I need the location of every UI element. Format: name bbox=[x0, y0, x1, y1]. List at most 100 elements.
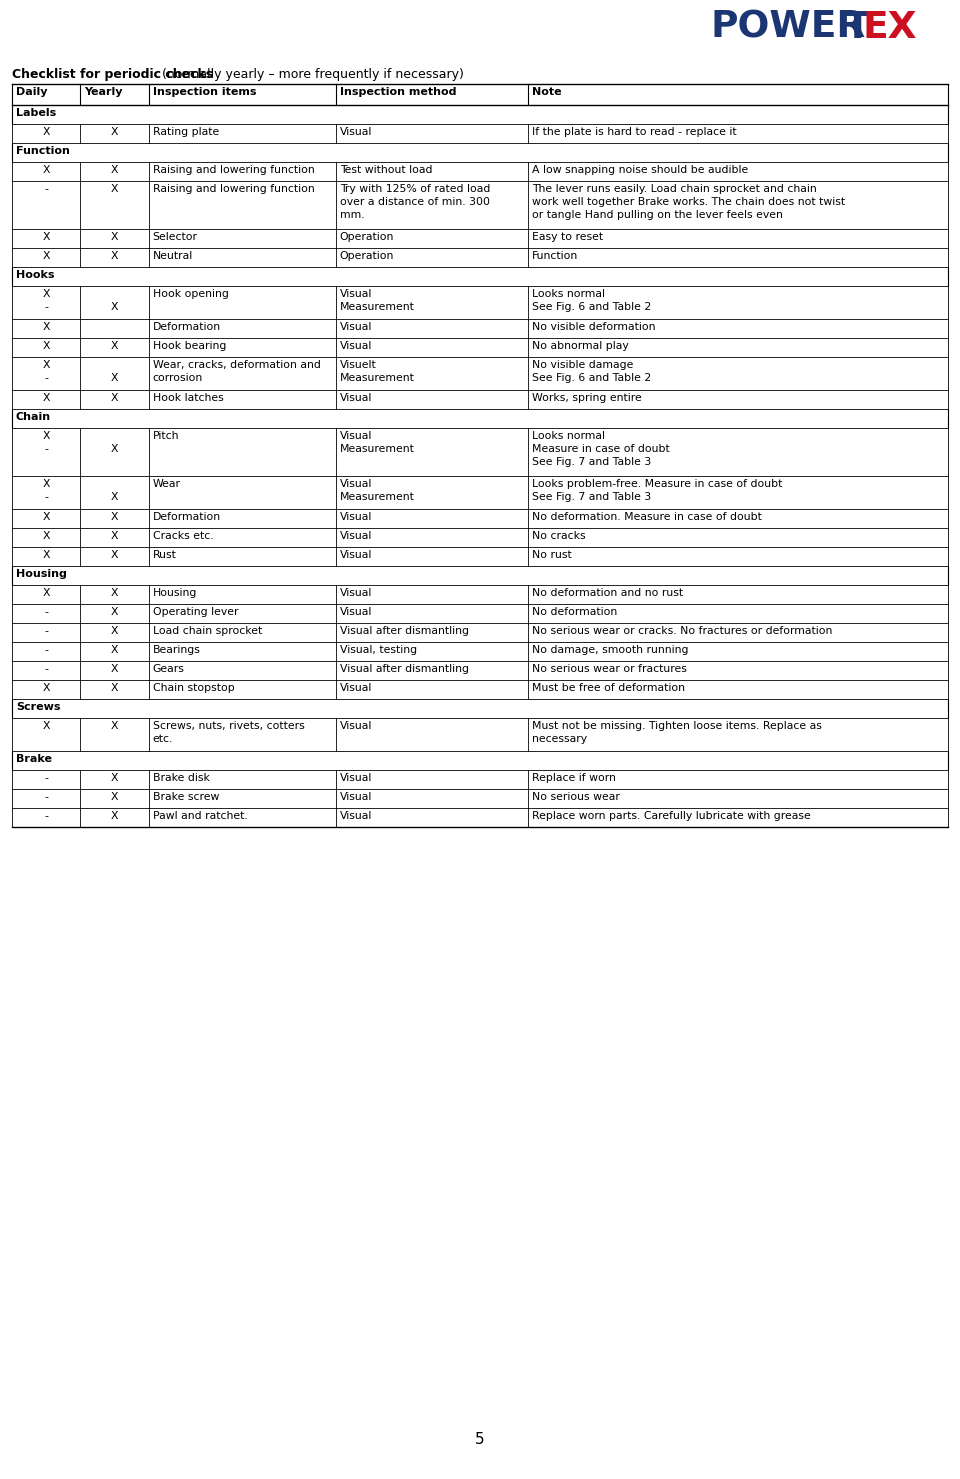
Text: Visual
Measurement: Visual Measurement bbox=[340, 288, 415, 312]
Text: X: X bbox=[42, 550, 50, 561]
Text: Visual: Visual bbox=[340, 589, 372, 598]
Text: X: X bbox=[110, 479, 118, 501]
Text: Wear, cracks, deformation and
corrosion: Wear, cracks, deformation and corrosion bbox=[153, 359, 321, 383]
Text: Function: Function bbox=[16, 146, 70, 155]
Text: If the plate is hard to read - replace it: If the plate is hard to read - replace i… bbox=[532, 127, 736, 138]
Text: X: X bbox=[42, 342, 50, 351]
Text: X: X bbox=[110, 232, 118, 243]
Text: Brake screw: Brake screw bbox=[153, 791, 219, 802]
Text: No serious wear: No serious wear bbox=[532, 791, 619, 802]
Text: Load chain sprocket: Load chain sprocket bbox=[153, 626, 262, 636]
Text: Brake: Brake bbox=[16, 754, 52, 765]
Text: -: - bbox=[44, 626, 48, 636]
Text: Works, spring entire: Works, spring entire bbox=[532, 393, 641, 402]
Text: Selector: Selector bbox=[153, 232, 198, 243]
Text: X: X bbox=[42, 393, 50, 402]
Text: -: - bbox=[44, 664, 48, 674]
Text: Must be free of deformation: Must be free of deformation bbox=[532, 683, 684, 694]
Text: Deformation: Deformation bbox=[153, 322, 221, 331]
Text: X: X bbox=[110, 606, 118, 617]
Text: Replace worn parts. Carefully lubricate with grease: Replace worn parts. Carefully lubricate … bbox=[532, 810, 810, 821]
Text: Wear: Wear bbox=[153, 479, 180, 490]
Text: X
-: X - bbox=[42, 288, 50, 312]
Text: Operation: Operation bbox=[340, 251, 395, 260]
Text: Hook opening: Hook opening bbox=[153, 288, 228, 299]
Text: Visual: Visual bbox=[340, 531, 372, 541]
Text: Looks normal
Measure in case of doubt
See Fig. 7 and Table 3: Looks normal Measure in case of doubt Se… bbox=[532, 430, 669, 466]
Text: X: X bbox=[110, 589, 118, 598]
Text: Visual: Visual bbox=[340, 683, 372, 694]
Text: X: X bbox=[110, 774, 118, 782]
Text: No deformation and no rust: No deformation and no rust bbox=[532, 589, 683, 598]
Text: Pitch: Pitch bbox=[153, 430, 180, 441]
Text: (normally yearly – more frequently if necessary): (normally yearly – more frequently if ne… bbox=[158, 68, 465, 81]
Text: Hooks: Hooks bbox=[16, 271, 55, 280]
Text: -: - bbox=[44, 791, 48, 802]
Text: X: X bbox=[110, 531, 118, 541]
Text: No visible damage
See Fig. 6 and Table 2: No visible damage See Fig. 6 and Table 2 bbox=[532, 359, 651, 383]
Text: Visual: Visual bbox=[340, 720, 372, 731]
Text: Deformation: Deformation bbox=[153, 512, 221, 522]
Text: X: X bbox=[110, 683, 118, 694]
Text: X: X bbox=[42, 589, 50, 598]
Text: Labels: Labels bbox=[16, 108, 57, 118]
Text: Raising and lowering function: Raising and lowering function bbox=[153, 183, 315, 194]
Text: Visual, testing: Visual, testing bbox=[340, 645, 417, 655]
Text: X: X bbox=[110, 810, 118, 821]
Text: No rust: No rust bbox=[532, 550, 571, 561]
Text: X
-: X - bbox=[42, 359, 50, 383]
Text: X: X bbox=[42, 166, 50, 175]
Text: 5: 5 bbox=[475, 1433, 485, 1448]
Text: X: X bbox=[110, 183, 118, 194]
Text: Visual after dismantling: Visual after dismantling bbox=[340, 664, 468, 674]
Text: No visible deformation: No visible deformation bbox=[532, 322, 656, 331]
Text: T: T bbox=[845, 10, 871, 46]
Text: X: X bbox=[42, 512, 50, 522]
Text: Visual: Visual bbox=[340, 606, 372, 617]
Text: No deformation. Measure in case of doubt: No deformation. Measure in case of doubt bbox=[532, 512, 761, 522]
Text: X: X bbox=[110, 393, 118, 402]
Text: Looks normal
See Fig. 6 and Table 2: Looks normal See Fig. 6 and Table 2 bbox=[532, 288, 651, 312]
Text: Function: Function bbox=[532, 251, 578, 260]
Text: X: X bbox=[110, 550, 118, 561]
Text: Visual: Visual bbox=[340, 342, 372, 351]
Text: Neutral: Neutral bbox=[153, 251, 193, 260]
Text: Operation: Operation bbox=[340, 232, 395, 243]
Text: -: - bbox=[44, 606, 48, 617]
Text: X: X bbox=[42, 232, 50, 243]
Text: X: X bbox=[42, 720, 50, 731]
Text: Inspection method: Inspection method bbox=[340, 87, 456, 98]
Text: Try with 125% of rated load
over a distance of min. 300
mm.: Try with 125% of rated load over a dista… bbox=[340, 183, 491, 219]
Text: Visual: Visual bbox=[340, 774, 372, 782]
Text: X
-: X - bbox=[42, 479, 50, 501]
Text: Housing: Housing bbox=[153, 589, 197, 598]
Text: Operating lever: Operating lever bbox=[153, 606, 238, 617]
Text: X
-: X - bbox=[42, 430, 50, 454]
Text: X: X bbox=[42, 531, 50, 541]
Text: X: X bbox=[110, 288, 118, 312]
Text: Rust: Rust bbox=[153, 550, 177, 561]
Text: Replace if worn: Replace if worn bbox=[532, 774, 615, 782]
Text: No cracks: No cracks bbox=[532, 531, 586, 541]
Text: X: X bbox=[110, 720, 118, 731]
Text: Visual: Visual bbox=[340, 512, 372, 522]
Text: X: X bbox=[110, 342, 118, 351]
Text: Yearly: Yearly bbox=[84, 87, 123, 98]
Text: A low snapping noise should be audible: A low snapping noise should be audible bbox=[532, 166, 748, 175]
Text: Housing: Housing bbox=[16, 569, 67, 578]
Text: -: - bbox=[44, 774, 48, 782]
Text: Looks problem-free. Measure in case of doubt
See Fig. 7 and Table 3: Looks problem-free. Measure in case of d… bbox=[532, 479, 782, 501]
Text: Test without load: Test without load bbox=[340, 166, 432, 175]
Text: X: X bbox=[42, 251, 50, 260]
Text: Daily: Daily bbox=[16, 87, 47, 98]
Text: Chain stopstop: Chain stopstop bbox=[153, 683, 234, 694]
Text: Visual
Measurement: Visual Measurement bbox=[340, 430, 415, 454]
Text: X: X bbox=[110, 664, 118, 674]
Text: Visual: Visual bbox=[340, 127, 372, 138]
Text: Visual: Visual bbox=[340, 550, 372, 561]
Text: Screws, nuts, rivets, cotters
etc.: Screws, nuts, rivets, cotters etc. bbox=[153, 720, 304, 744]
Text: X: X bbox=[110, 127, 118, 138]
Text: -: - bbox=[44, 183, 48, 194]
Text: No damage, smooth running: No damage, smooth running bbox=[532, 645, 688, 655]
Text: X: X bbox=[110, 359, 118, 383]
